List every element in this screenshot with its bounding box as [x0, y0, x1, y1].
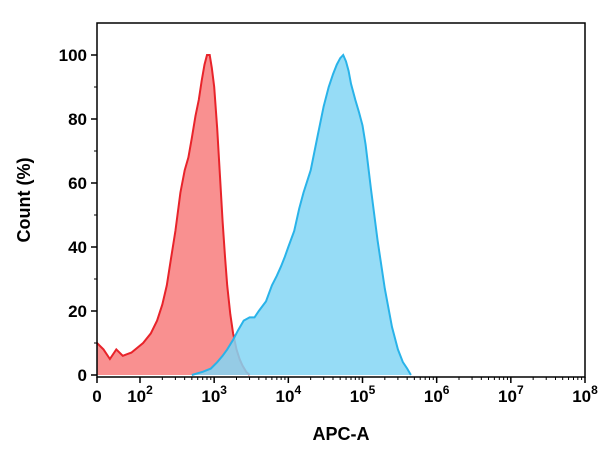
- x-tick-label: 104: [276, 383, 302, 406]
- y-axis-ticks: 0 20 40 60 80 100: [59, 46, 97, 385]
- x-tick-label: 0: [92, 387, 101, 406]
- y-tick-label: 0: [78, 366, 87, 385]
- x-axis-title: APC-A: [313, 424, 370, 444]
- series-1-area: [97, 55, 250, 375]
- x-tick-label: 107: [498, 383, 524, 406]
- y-tick-label: 40: [68, 238, 87, 257]
- y-tick-label: 60: [68, 174, 87, 193]
- x-axis-ticks: 0 102 103 104 105 106 107 108: [92, 377, 598, 406]
- x-tick-label: 105: [350, 383, 376, 406]
- y-tick-label: 20: [68, 302, 87, 321]
- series-2-area: [191, 55, 411, 375]
- y-axis-title: Count (%): [14, 158, 34, 243]
- plot-frame: [96, 22, 586, 378]
- x-tick-label: 108: [572, 383, 598, 406]
- series-layer: [96, 53, 412, 376]
- series-2-outline: [191, 53, 412, 376]
- x-tick-label: 102: [127, 383, 153, 406]
- series-1-outline: [96, 54, 251, 376]
- x-tick-label: 103: [201, 383, 227, 406]
- x-tick-label: 106: [424, 383, 450, 406]
- y-tick-label: 80: [68, 110, 87, 129]
- y-tick-label: 100: [59, 46, 87, 65]
